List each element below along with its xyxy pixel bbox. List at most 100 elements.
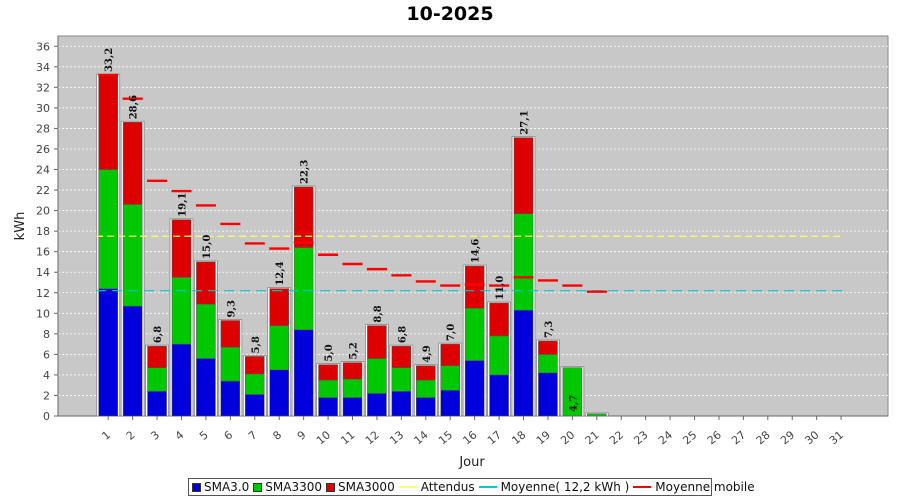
bar-total-label: 19,1 [177, 192, 188, 216]
bar-segment-sma3300 [587, 413, 607, 417]
y-tick-label: 30 [36, 102, 50, 115]
x-tick-label: 4 [173, 428, 187, 442]
legend-swatch-sma3300 [253, 482, 263, 492]
legend-item-sma3300: SMA3300 [253, 480, 322, 494]
x-tick-label: 12 [363, 428, 382, 447]
x-tick-label: 23 [632, 428, 651, 447]
x-tick-label: 25 [680, 428, 699, 447]
bar-segment-sma3000 [269, 288, 289, 326]
x-axis: 1 2 3 4 5 6 7 8 9 10 11 12 13 14 15 16 17 18 19 20 21 22 23 24 2… [58, 415, 888, 447]
bar-total-label: 5,8 [251, 336, 262, 353]
bar-segment-sma3300 [196, 303, 216, 359]
bar-segment-sma30 [220, 380, 241, 417]
y-tick-label: 16 [36, 246, 50, 259]
x-tick-label: 5 [197, 428, 211, 442]
x-tick-label: 27 [729, 428, 748, 447]
bar-segment-sma30 [513, 309, 534, 417]
bars [96, 73, 609, 417]
x-tick-label: 15 [436, 428, 455, 447]
x-tick-label: 13 [387, 428, 406, 447]
y-tick-label: 2 [43, 389, 50, 402]
legend-label-attendus: Attendus [420, 480, 475, 494]
bar-total-label: 27,1 [520, 110, 531, 134]
x-tick-label: 16 [460, 428, 479, 447]
bar-segment-sma3000 [489, 302, 509, 337]
bar-segment-sma30 [489, 374, 509, 417]
bar-total-label: 4,9 [422, 345, 433, 362]
x-tick-label: 11 [338, 428, 357, 447]
bar-total-label: 33,2 [104, 48, 115, 72]
y-tick-label: 0 [43, 410, 50, 423]
bar-segment-sma30 [318, 397, 338, 417]
bar-segment-sma3300 [245, 373, 265, 395]
legend-item-attendus: Attendus [398, 480, 475, 494]
bar-segment-sma30 [245, 394, 265, 417]
bar-segment-sma3300 [464, 307, 485, 361]
bar-segment-sma3000 [147, 345, 167, 368]
x-tick-label: 10 [314, 428, 333, 447]
x-tick-label: 22 [607, 428, 626, 447]
bar-segment-sma3300 [98, 169, 118, 289]
bar-segment-sma3000 [122, 122, 143, 205]
bar-segment-sma3300 [440, 365, 460, 391]
bar-total-label: 6,8 [397, 326, 408, 343]
legend-item-moyenne-mobile: Moyenne mobile [633, 480, 755, 494]
bar-segment-sma3300 [342, 378, 363, 398]
bar-segment-sma3300 [416, 379, 436, 398]
x-tick-label: 17 [485, 428, 504, 447]
bar-segment-sma3300 [220, 346, 241, 382]
bar-total-label: 22,3 [300, 160, 311, 184]
x-tick-label: 21 [583, 428, 602, 447]
x-tick-label: 18 [509, 428, 528, 447]
y-tick-label: 12 [36, 287, 50, 300]
y-tick-label: 36 [36, 40, 50, 53]
bar-segment-sma30 [98, 288, 118, 417]
y-tick-label: 10 [36, 307, 50, 320]
bar-segment-sma30 [196, 358, 216, 417]
y-tick-label: 22 [36, 184, 50, 197]
bar-segment-sma30 [416, 397, 436, 417]
y-tick-label: 14 [36, 266, 50, 279]
bar-segment-sma3000 [98, 74, 118, 170]
x-tick-label: 3 [148, 428, 162, 442]
legend-label-sma3000: SMA3000 [337, 480, 395, 494]
x-tick-label: 14 [412, 428, 431, 447]
x-tick-label: 30 [803, 428, 822, 447]
legend-item-sma3000: SMA3000 [325, 480, 395, 494]
bar-segment-sma30 [367, 393, 387, 417]
bar-segment-sma3000 [293, 186, 314, 248]
bar-segment-sma3000 [538, 340, 558, 355]
y-tick-label: 26 [36, 143, 50, 156]
x-tick-label: 2 [124, 428, 138, 442]
x-tick-label: 19 [534, 428, 553, 447]
bar-segment-sma30 [171, 343, 192, 417]
bar-segment-sma30 [122, 305, 143, 417]
legend-label-sma30: SMA3.0 [204, 480, 250, 494]
x-tick-label: 24 [656, 428, 675, 447]
bar-segment-sma3300 [171, 277, 192, 345]
x-axis-label: Jour [458, 455, 485, 470]
bar-segment-sma3300 [147, 367, 167, 392]
bar-segment-sma3300 [513, 213, 534, 311]
bar-total-label: 14,6 [471, 239, 482, 263]
bar-segment-sma3300 [562, 367, 583, 417]
bar-labels: 33,2 28,6 6,8 19,1 15,0 9,3 5,8 12,4 22,3 5,0 5,2 8… [104, 48, 579, 412]
bar-segment-sma30 [342, 397, 363, 417]
bar-segment-sma3000 [391, 345, 412, 368]
bar-segment-sma30 [391, 391, 412, 417]
y-axis-label: kWh [13, 212, 28, 241]
bar-segment-sma3300 [391, 367, 412, 392]
legend-swatch-sma30 [192, 482, 201, 492]
y-tick-label: 34 [36, 61, 50, 74]
x-tick-label: 7 [246, 428, 260, 442]
y-tick-label: 8 [43, 328, 50, 341]
bar-segment-sma3000 [367, 325, 387, 359]
x-tick-label: 29 [778, 428, 797, 447]
bar-segment-sma3000 [464, 265, 485, 309]
bar-segment-sma30 [440, 390, 460, 417]
bar-total-label: 7,3 [544, 321, 555, 338]
legend-label-moyenne-mobile: Moyenne mobile [655, 480, 755, 494]
y-tick-label: 4 [43, 369, 50, 382]
